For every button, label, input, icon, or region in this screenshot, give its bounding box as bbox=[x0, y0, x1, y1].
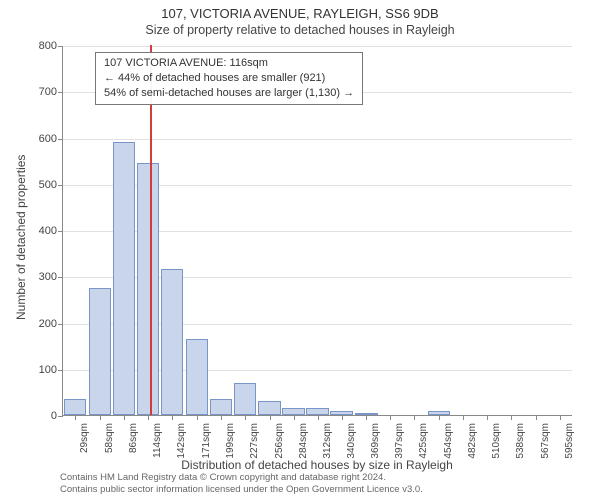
x-tick-mark bbox=[536, 415, 537, 420]
y-tick-label: 700 bbox=[39, 86, 63, 98]
x-tick-label: 86sqm bbox=[128, 421, 139, 453]
y-tick-label: 300 bbox=[39, 271, 63, 283]
x-tick-mark bbox=[511, 415, 512, 420]
annotation-line: 54% of semi-detached houses are larger (… bbox=[104, 86, 354, 101]
x-tick-label: 538sqm bbox=[515, 421, 526, 459]
x-tick-mark bbox=[100, 415, 101, 420]
y-tick-label: 600 bbox=[39, 133, 63, 145]
footer-line-1: Contains HM Land Registry data © Crown c… bbox=[60, 472, 423, 484]
x-tick-label: 567sqm bbox=[540, 421, 551, 459]
x-tick-mark bbox=[342, 415, 343, 420]
y-tick-label: 800 bbox=[39, 40, 63, 52]
x-tick-mark bbox=[197, 415, 198, 420]
histogram-bar bbox=[306, 408, 328, 415]
y-axis-label: Number of detached properties bbox=[14, 155, 28, 320]
x-tick-label: 142sqm bbox=[176, 421, 187, 459]
x-tick-label: 256sqm bbox=[274, 421, 285, 459]
x-tick-label: 227sqm bbox=[249, 421, 260, 459]
x-tick-mark bbox=[560, 415, 561, 420]
x-tick-mark bbox=[245, 415, 246, 420]
histogram-bar bbox=[113, 142, 135, 415]
x-axis-label: Distribution of detached houses by size … bbox=[62, 458, 572, 472]
x-tick-mark bbox=[318, 415, 319, 420]
x-tick-label: 284sqm bbox=[298, 421, 309, 459]
y-tick-label: 400 bbox=[39, 225, 63, 237]
x-tick-label: 369sqm bbox=[370, 421, 381, 459]
histogram-bar bbox=[258, 401, 280, 415]
histogram-bar bbox=[210, 399, 232, 415]
annotation-line: 107 VICTORIA AVENUE: 116sqm bbox=[104, 56, 354, 71]
footer: Contains HM Land Registry data © Crown c… bbox=[60, 472, 423, 496]
x-tick-mark bbox=[463, 415, 464, 420]
annotation-line: ← 44% of detached houses are smaller (92… bbox=[104, 71, 354, 86]
x-tick-label: 595sqm bbox=[564, 421, 575, 459]
x-tick-label: 340sqm bbox=[346, 421, 357, 459]
x-tick-label: 312sqm bbox=[322, 421, 333, 459]
x-tick-mark bbox=[390, 415, 391, 420]
x-tick-mark bbox=[414, 415, 415, 420]
histogram-bar bbox=[186, 339, 208, 415]
x-tick-mark bbox=[172, 415, 173, 420]
grid-line bbox=[63, 46, 572, 47]
figure-container: 107, VICTORIA AVENUE, RAYLEIGH, SS6 9DB … bbox=[0, 0, 600, 500]
plot-area: 010020030040050060070080029sqm58sqm86sqm… bbox=[62, 46, 572, 416]
y-tick-label: 100 bbox=[39, 364, 63, 376]
x-tick-mark bbox=[487, 415, 488, 420]
x-tick-mark bbox=[221, 415, 222, 420]
footer-line-2: Contains public sector information licen… bbox=[60, 484, 423, 496]
histogram-bar bbox=[137, 163, 159, 415]
x-tick-mark bbox=[75, 415, 76, 420]
x-tick-mark bbox=[124, 415, 125, 420]
x-tick-label: 425sqm bbox=[418, 421, 429, 459]
x-tick-mark bbox=[366, 415, 367, 420]
histogram-bar bbox=[89, 288, 111, 415]
x-tick-label: 397sqm bbox=[394, 421, 405, 459]
x-tick-label: 171sqm bbox=[201, 421, 212, 459]
x-tick-label: 199sqm bbox=[225, 421, 236, 459]
chart-subtitle: Size of property relative to detached ho… bbox=[0, 21, 600, 37]
x-tick-mark bbox=[148, 415, 149, 420]
x-tick-label: 58sqm bbox=[104, 421, 115, 453]
chart-area: 010020030040050060070080029sqm58sqm86sqm… bbox=[62, 46, 572, 416]
x-tick-label: 454sqm bbox=[443, 421, 454, 459]
y-tick-label: 0 bbox=[51, 410, 63, 422]
chart-title: 107, VICTORIA AVENUE, RAYLEIGH, SS6 9DB bbox=[0, 0, 600, 21]
grid-line bbox=[63, 139, 572, 140]
histogram-bar bbox=[282, 408, 304, 415]
x-tick-label: 510sqm bbox=[491, 421, 502, 459]
x-tick-mark bbox=[294, 415, 295, 420]
annotation-box: 107 VICTORIA AVENUE: 116sqm← 44% of deta… bbox=[95, 52, 363, 105]
histogram-bar bbox=[64, 399, 86, 415]
histogram-bar bbox=[161, 269, 183, 415]
histogram-bar bbox=[234, 383, 256, 415]
x-tick-label: 29sqm bbox=[79, 421, 90, 453]
x-tick-label: 482sqm bbox=[467, 421, 478, 459]
x-tick-mark bbox=[439, 415, 440, 420]
y-tick-label: 200 bbox=[39, 318, 63, 330]
x-tick-mark bbox=[270, 415, 271, 420]
x-tick-label: 114sqm bbox=[152, 421, 163, 458]
y-tick-label: 500 bbox=[39, 179, 63, 191]
